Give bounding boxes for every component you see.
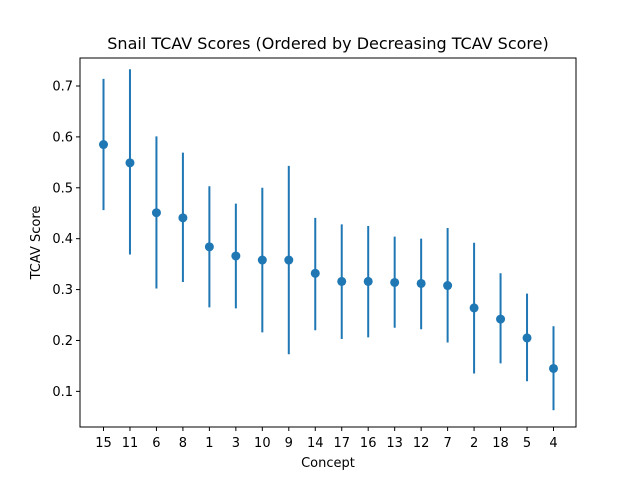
data-point bbox=[178, 213, 188, 223]
x-tick-label: 4 bbox=[549, 436, 557, 451]
y-tick-label: 0.5 bbox=[52, 181, 73, 196]
y-axis-label: TCAV Score bbox=[29, 206, 44, 281]
data-point bbox=[337, 276, 347, 286]
x-tick-label: 3 bbox=[232, 436, 240, 451]
data-point bbox=[363, 276, 373, 286]
x-tick-label: 15 bbox=[95, 436, 112, 451]
data-point bbox=[522, 333, 532, 343]
x-tick-label: 11 bbox=[122, 436, 139, 451]
x-tick-label: 7 bbox=[443, 436, 451, 451]
plot-frame bbox=[79, 57, 577, 428]
x-tick-label: 17 bbox=[333, 436, 350, 451]
data-point bbox=[257, 255, 267, 265]
chart-title: Snail TCAV Scores (Ordered by Decreasing… bbox=[107, 34, 548, 53]
data-point bbox=[151, 208, 161, 218]
y-tick-label: 0.1 bbox=[52, 385, 73, 400]
y-tick-label: 0.3 bbox=[52, 283, 73, 298]
x-tick-label: 13 bbox=[386, 436, 403, 451]
data-point bbox=[496, 314, 506, 324]
x-tick-label: 6 bbox=[152, 436, 160, 451]
data-point bbox=[416, 278, 426, 288]
x-tick-label: 10 bbox=[254, 436, 271, 451]
data-point bbox=[231, 251, 241, 261]
x-tick-label: 16 bbox=[360, 436, 377, 451]
data-point bbox=[549, 363, 558, 373]
x-axis-label: Concept bbox=[301, 456, 355, 471]
data-point bbox=[284, 255, 294, 265]
x-tick-label: 1 bbox=[205, 436, 213, 451]
y-tick-label: 0.4 bbox=[52, 232, 73, 247]
y-tick-label: 0.2 bbox=[52, 334, 73, 349]
x-tick-label: 18 bbox=[492, 436, 509, 451]
y-tick-label: 0.6 bbox=[52, 130, 73, 145]
x-axis: 15 11 6 8 1 3 10 9 14 17 16 13 12 7 2 18 5 4 bbox=[95, 427, 558, 451]
x-tick-label: 8 bbox=[179, 436, 187, 451]
x-tick-label: 5 bbox=[523, 436, 531, 451]
x-tick-label: 12 bbox=[413, 436, 430, 451]
plot-area bbox=[99, 69, 558, 411]
x-tick-label: 14 bbox=[307, 436, 324, 451]
data-point bbox=[443, 281, 453, 291]
data-point bbox=[390, 277, 400, 287]
x-tick-label: 2 bbox=[470, 436, 478, 451]
data-point bbox=[310, 268, 320, 278]
y-tick-label: 0.7 bbox=[52, 79, 73, 94]
data-point bbox=[469, 303, 479, 313]
x-tick-label: 9 bbox=[285, 436, 293, 451]
data-point bbox=[125, 158, 135, 168]
data-point bbox=[204, 242, 214, 252]
y-axis: 0.1 0.2 0.3 0.4 0.5 0.6 0.7 bbox=[52, 79, 80, 400]
data-point bbox=[99, 140, 108, 150]
